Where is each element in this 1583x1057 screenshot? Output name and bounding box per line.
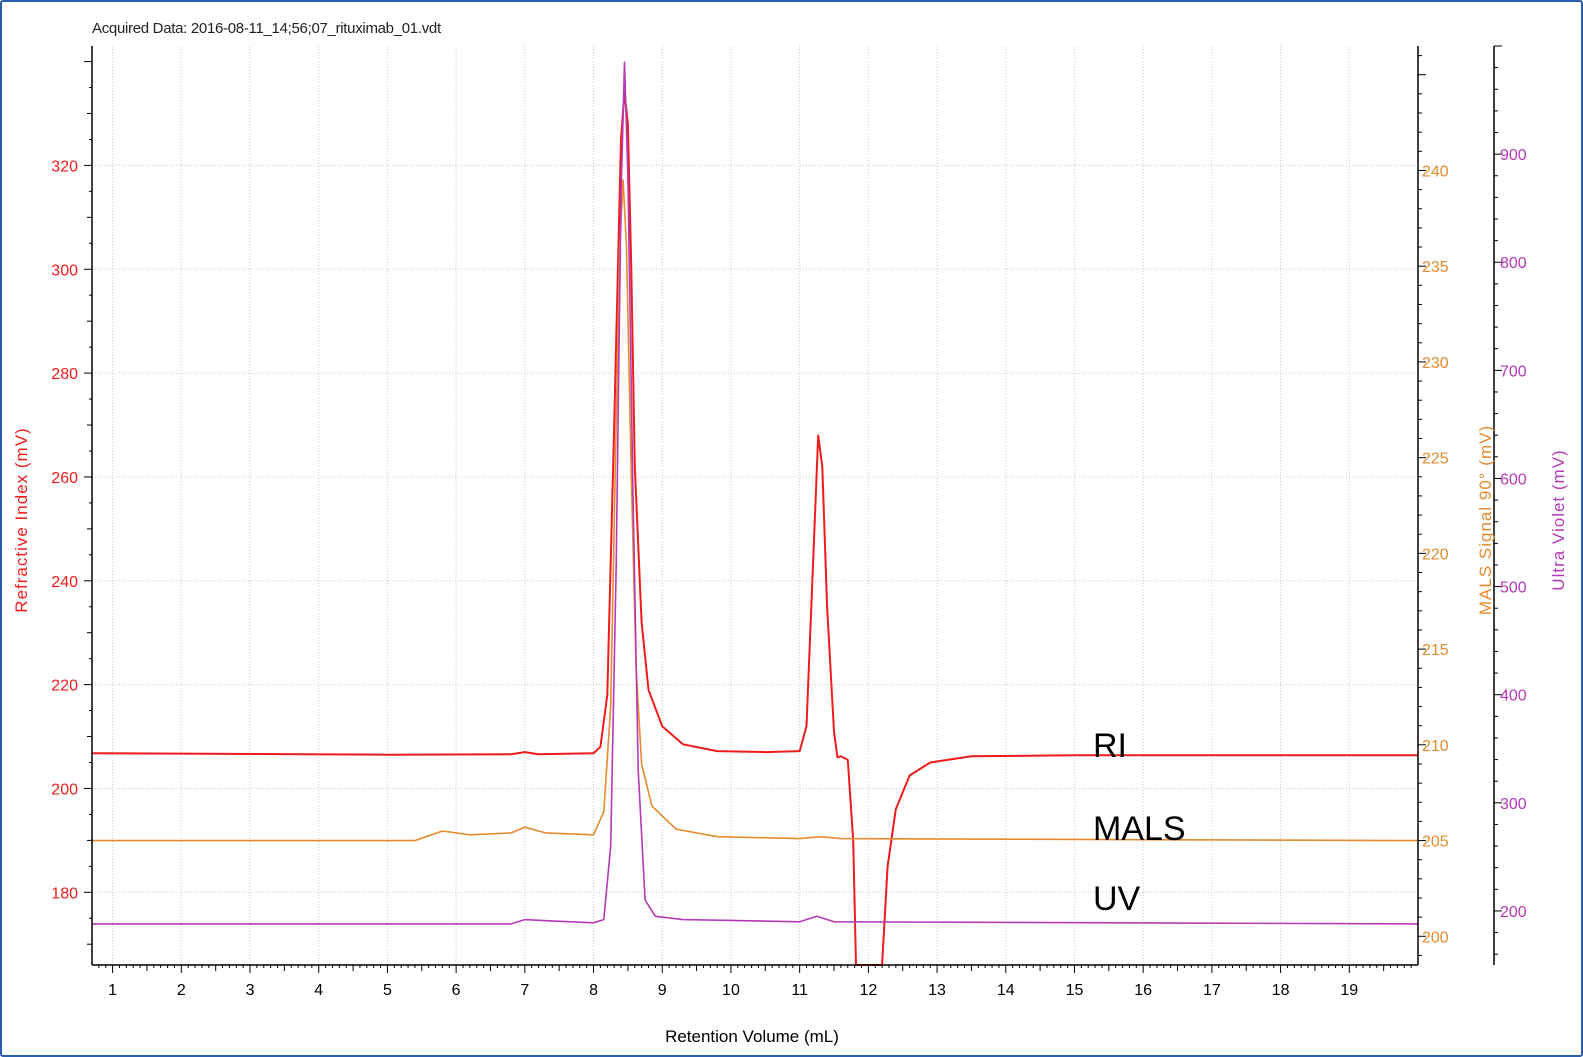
x-tick-label: 8	[589, 982, 598, 999]
ri-tick-label: 200	[51, 781, 78, 798]
mals-tick-label: 220	[1422, 546, 1449, 563]
x-axis-label: Retention Volume (mL)	[665, 1027, 839, 1046]
ri-tick-label: 260	[51, 470, 78, 487]
ri-axis-label: Refractive Index (mV)	[12, 427, 31, 612]
ri-tick-label: 240	[51, 574, 78, 591]
uv-tick-label: 200	[1500, 904, 1527, 921]
trace-ri	[91, 91, 1418, 966]
ri-tick-label: 300	[51, 262, 78, 279]
mals-tick-label: 235	[1422, 259, 1449, 276]
acquired-data-label: Acquired Data: 2016-08-11_14;56;07_ritux…	[92, 20, 441, 37]
mals-tick-label: 230	[1422, 355, 1449, 372]
uv-tick-label: 500	[1500, 580, 1527, 597]
trace-uv	[92, 61, 1419, 925]
mals-tick-label: 205	[1422, 834, 1449, 851]
mals-tick-label: 240	[1422, 163, 1449, 180]
trace-annotations: RI MALS UV	[1093, 727, 1186, 918]
annotation-ri: RI	[1093, 727, 1127, 765]
ri-tick-label: 220	[51, 678, 78, 695]
annotation-uv: UV	[1093, 880, 1141, 918]
mals-tick-label: 210	[1422, 738, 1449, 755]
x-tick-label: 13	[928, 982, 946, 999]
plot-area	[92, 46, 1418, 965]
x-tick-label: 2	[177, 982, 186, 999]
mals-tick-label: 225	[1422, 451, 1449, 468]
x-tick-label: 17	[1203, 982, 1221, 999]
x-tick-label: 5	[383, 982, 392, 999]
x-tick-label: 9	[658, 982, 667, 999]
axes: 1 2 3 4 5 6 7 8 9 10 11 12 13 14 15 16 17 18 1918020022024…	[51, 45, 1527, 999]
x-tick-label: 19	[1340, 982, 1358, 999]
ri-tick-label: 320	[51, 158, 78, 175]
uv-tick-label: 300	[1500, 796, 1527, 813]
x-tick-label: 16	[1134, 982, 1152, 999]
traces	[91, 61, 1419, 966]
uv-tick-label: 900	[1500, 147, 1527, 164]
grid	[92, 46, 1418, 965]
uv-tick-label: 700	[1500, 363, 1527, 380]
uv-tick-label: 400	[1500, 688, 1527, 705]
mals-axis-label: MALS Signal 90° (mV)	[1476, 425, 1495, 615]
ri-tick-label: 180	[51, 885, 78, 902]
mals-tick-label: 200	[1422, 929, 1449, 946]
uv-tick-label: 600	[1500, 471, 1527, 488]
x-tick-label: 3	[246, 982, 255, 999]
mals-tick-label: 215	[1422, 642, 1449, 659]
annotation-mals: MALS	[1093, 810, 1186, 848]
x-tick-label: 14	[997, 982, 1015, 999]
x-tick-label: 1	[108, 982, 117, 999]
x-tick-label: 6	[452, 982, 461, 999]
uv-axis-label: Ultra Violet (mV)	[1549, 449, 1568, 590]
x-tick-label: 15	[1066, 982, 1084, 999]
ri-tick-label: 280	[51, 366, 78, 383]
axis-labels: Retention Volume (mL) Refractive Index (…	[12, 425, 1568, 1046]
x-tick-label: 18	[1272, 982, 1290, 999]
x-tick-label: 12	[859, 982, 877, 999]
uv-tick-label: 800	[1500, 255, 1527, 272]
x-tick-label: 11	[791, 982, 808, 999]
x-tick-label: 10	[722, 982, 740, 999]
x-tick-label: 7	[520, 982, 529, 999]
x-tick-label: 4	[314, 982, 323, 999]
